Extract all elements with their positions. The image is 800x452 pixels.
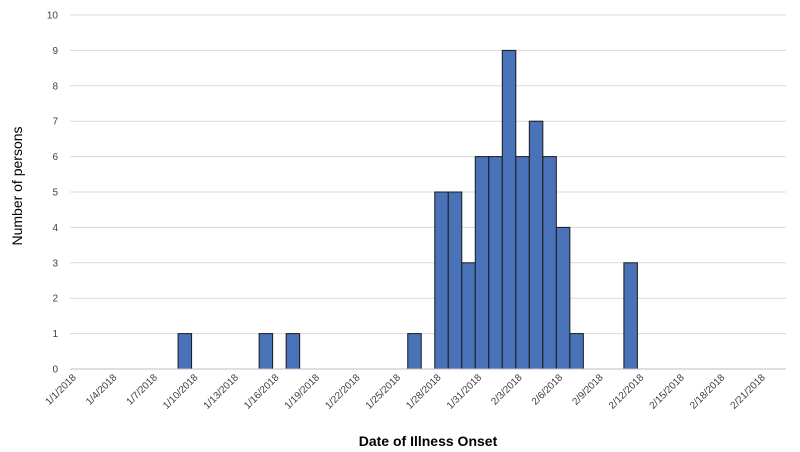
x-tick-labels: 1/1/2018 1/4/2018 1/7/2018 1/10/2018 1/13/20… — [44, 372, 769, 412]
y-tick-label: 0 — [52, 365, 58, 376]
x-tick-label: 1/28/2018 — [404, 372, 444, 412]
y-axis-title: Number of persons — [9, 126, 25, 245]
bar-2018-02-06 — [555, 226, 571, 370]
bar-2018-01-31 — [474, 156, 490, 370]
grid-lines — [70, 14, 786, 335]
bar-2018-02-04 — [528, 120, 544, 370]
x-tick-label: 1/19/2018 — [283, 372, 323, 412]
bar-2018-02-11 — [623, 262, 638, 370]
x-tick-label: 2/12/2018 — [607, 372, 647, 412]
x-tick-label: 1/4/2018 — [84, 372, 120, 408]
bars — [177, 49, 638, 370]
y-tick-label: 5 — [52, 188, 58, 199]
bar-2018-01-28 — [434, 191, 449, 370]
y-tick-label: 6 — [52, 152, 58, 163]
bar-2018-02-07 — [569, 333, 584, 370]
x-tick-label: 1/7/2018 — [125, 372, 161, 408]
y-tick-label: 8 — [52, 81, 58, 92]
x-tick-label: 2/18/2018 — [688, 372, 728, 412]
bar-2018-01-15 — [258, 333, 274, 370]
x-tick-label: 2/9/2018 — [570, 372, 606, 408]
bar-2018-01-29 — [447, 191, 463, 370]
x-tick-label: 1/22/2018 — [323, 372, 363, 412]
y-tick-label: 2 — [52, 294, 58, 305]
x-tick-label: 2/6/2018 — [530, 372, 566, 408]
y-tick-labels: 0 1 2 3 4 5 6 7 8 9 10 — [47, 11, 59, 376]
bar-2018-01-30 — [461, 262, 476, 370]
x-tick-label: 2/15/2018 — [648, 372, 688, 412]
x-tick-label: 1/25/2018 — [364, 372, 404, 412]
y-tick-label: 4 — [52, 223, 58, 234]
bar-2018-02-02 — [501, 49, 517, 370]
x-tick-label: 2/21/2018 — [729, 372, 769, 412]
bar-2018-01-17 — [285, 333, 301, 370]
bar-2018-01-09 — [177, 333, 193, 370]
y-tick-label: 7 — [52, 117, 58, 128]
x-axis-title: Date of Illness Onset — [359, 433, 498, 449]
bar-2018-02-01 — [488, 156, 503, 370]
y-tick-label: 10 — [47, 11, 59, 22]
x-tick-label: 1/13/2018 — [202, 372, 242, 412]
y-tick-label: 3 — [52, 258, 58, 269]
y-tick-label: 1 — [52, 329, 58, 340]
x-tick-label: 1/31/2018 — [445, 372, 485, 412]
y-tick-label: 9 — [52, 46, 58, 57]
bar-2018-02-05 — [542, 156, 557, 370]
bar-2018-01-26 — [407, 333, 422, 370]
x-tick-label: 1/1/2018 — [44, 372, 80, 408]
x-tick-label: 1/10/2018 — [161, 372, 201, 412]
x-tick-label: 1/16/2018 — [242, 372, 282, 412]
x-tick-label: 2/3/2018 — [489, 372, 525, 408]
bar-2018-02-03 — [515, 156, 530, 370]
